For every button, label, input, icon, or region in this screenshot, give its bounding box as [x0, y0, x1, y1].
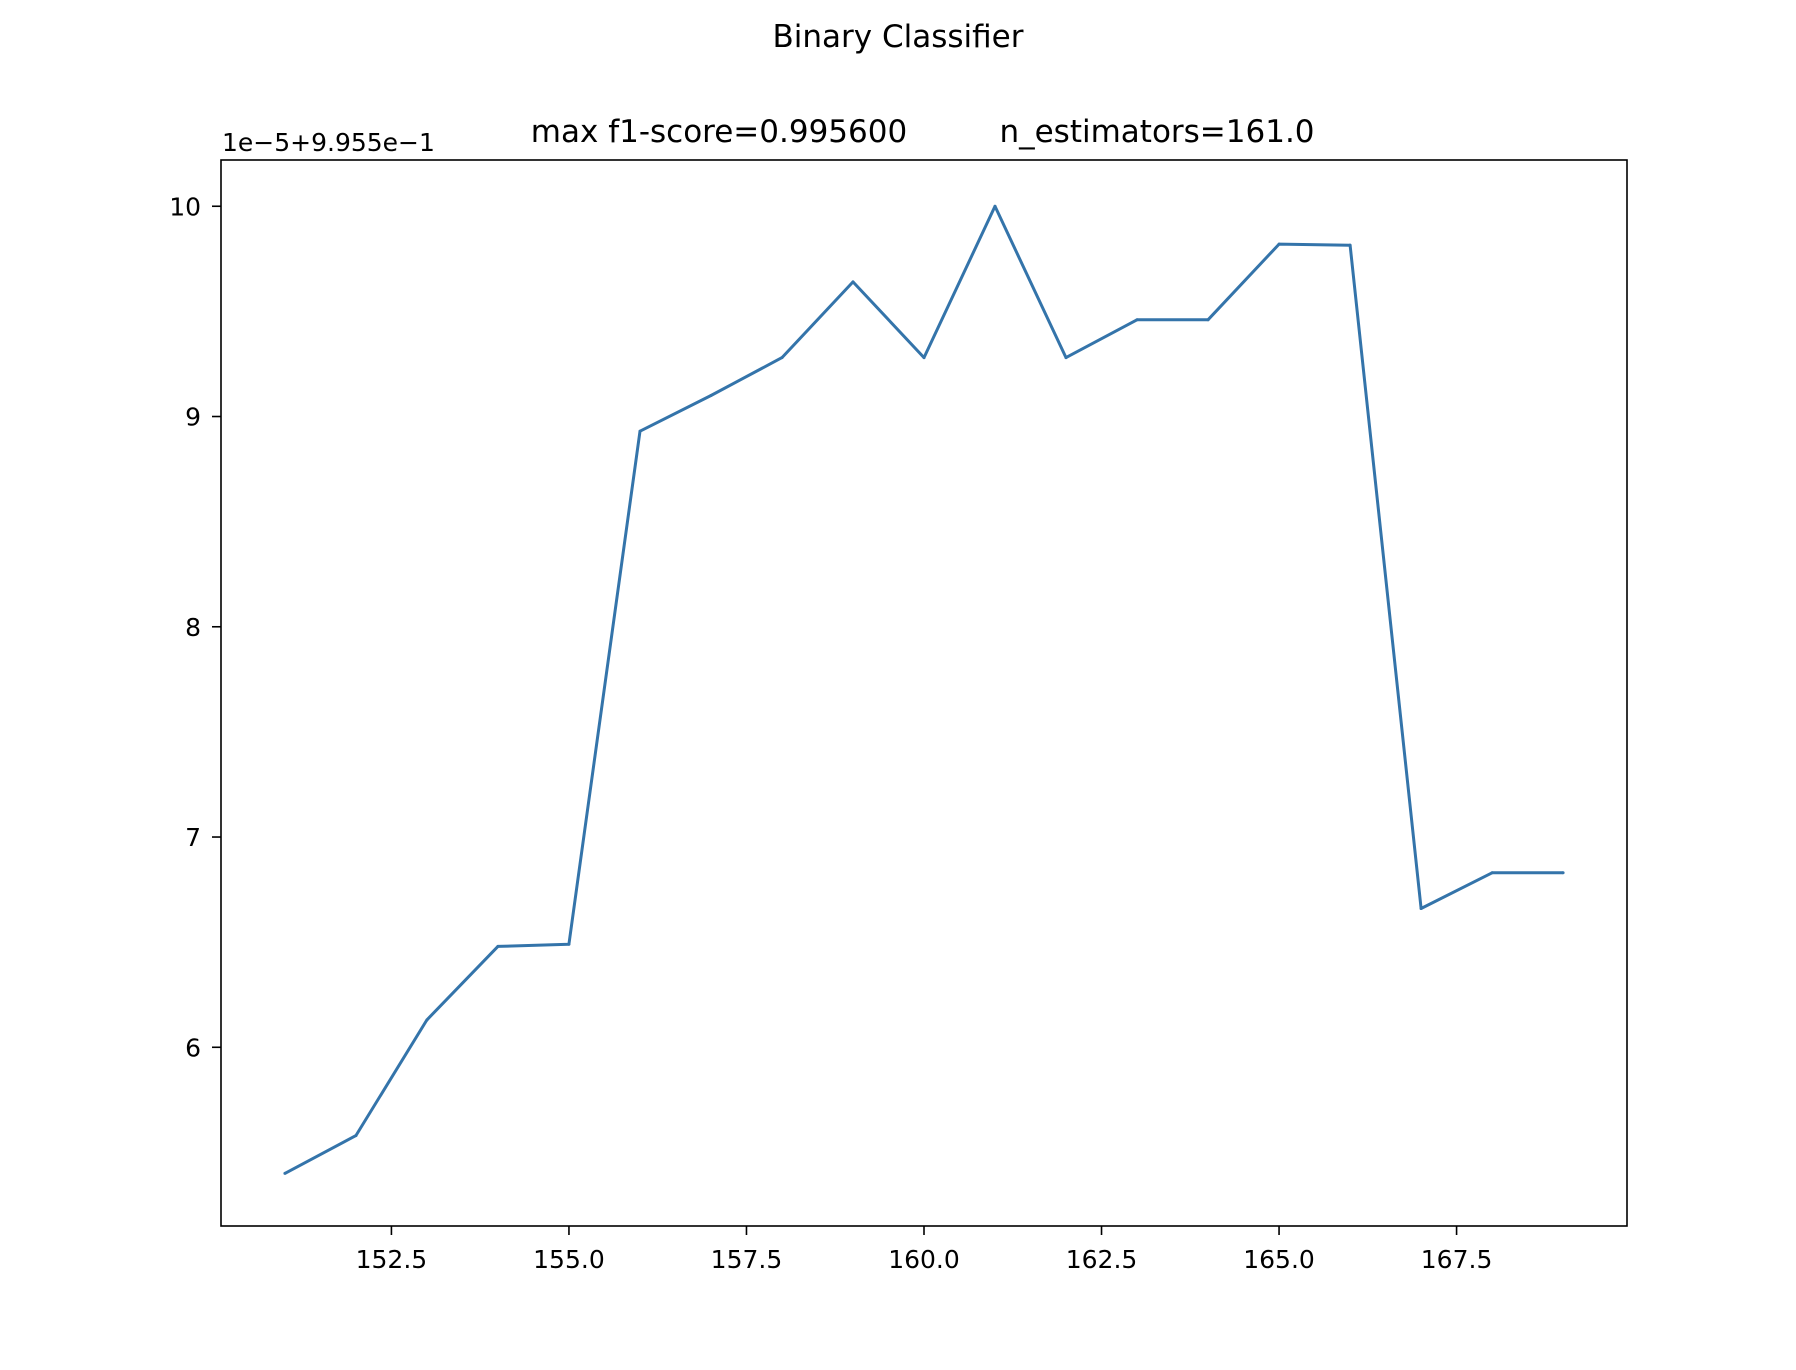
x-axis-ticks: 152.5 155.0 157.5 160.0 162.5 165.0 167.5 — [356, 1226, 1493, 1274]
x-tick-label: 155.0 — [533, 1245, 605, 1274]
data-point — [1277, 242, 1281, 246]
data-point — [425, 1018, 429, 1022]
data-point — [780, 356, 784, 360]
subtitle-max-f1: max f1-score=0.995600 — [531, 114, 907, 150]
data-point — [1419, 907, 1423, 911]
y-tick-label: 9 — [185, 403, 201, 432]
data-point — [354, 1134, 358, 1138]
subtitle-n-estimators: n_estimators=161.0 — [999, 114, 1314, 150]
chart-title: Binary Classifier — [773, 19, 1024, 55]
data-point — [638, 429, 642, 433]
y-tick-label: 10 — [169, 192, 201, 221]
x-tick-label: 167.5 — [1421, 1245, 1493, 1274]
data-point — [1206, 318, 1210, 322]
y-axis-offset-label: 1e−5+9.955e−1 — [222, 128, 435, 157]
plot-area-frame — [220, 159, 1628, 1227]
data-point — [567, 942, 571, 946]
y-tick-label: 6 — [185, 1033, 201, 1062]
series-line — [284, 204, 1564, 1175]
x-tick-label: 152.5 — [356, 1245, 428, 1274]
data-point — [1561, 871, 1565, 875]
data-point — [1490, 871, 1494, 875]
data-point — [709, 393, 713, 397]
data-point — [1348, 243, 1352, 247]
x-tick-label: 165.0 — [1243, 1245, 1315, 1274]
data-point — [496, 944, 500, 948]
data-point — [1135, 318, 1139, 322]
x-tick-label: 157.5 — [711, 1245, 783, 1274]
x-tick-label: 162.5 — [1066, 1245, 1138, 1274]
series-points — [283, 204, 1565, 1175]
x-tick-label: 160.0 — [888, 1245, 960, 1274]
y-tick-label: 8 — [185, 613, 201, 642]
y-axis-ticks: 6 7 8 9 10 — [169, 192, 221, 1062]
data-point — [283, 1171, 287, 1175]
data-point — [993, 204, 997, 208]
data-point — [851, 280, 855, 284]
y-tick-label: 7 — [185, 823, 201, 852]
data-point — [1064, 356, 1068, 360]
data-point — [922, 356, 926, 360]
